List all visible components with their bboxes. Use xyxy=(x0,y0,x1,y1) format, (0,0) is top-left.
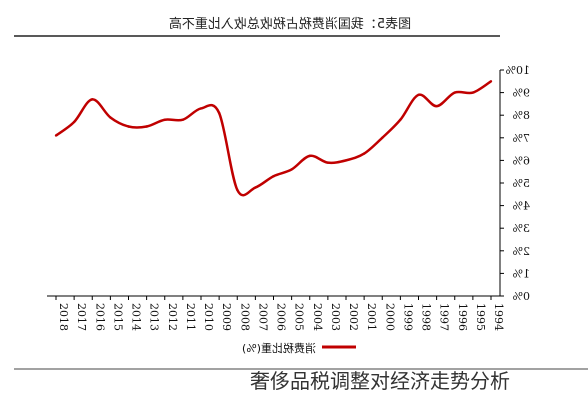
data-point xyxy=(163,118,166,121)
x-tick-label: 1996 xyxy=(456,303,469,331)
y-tick-label: 10% xyxy=(506,64,530,77)
x-tick-label: 2003 xyxy=(329,303,342,331)
x-tick-label: 2016 xyxy=(93,303,106,331)
x-tick-label: 2002 xyxy=(347,303,360,331)
y-tick-label: 8% xyxy=(513,109,530,122)
x-tick-label: 2013 xyxy=(148,303,161,331)
x-tick-label: 1999 xyxy=(401,303,414,331)
y-tick-label: 0% xyxy=(513,290,530,303)
data-point xyxy=(236,188,239,191)
x-tick-label: 2007 xyxy=(256,303,269,331)
chart-title-group: 图表5：我国消费税占税收总收入比重不高 xyxy=(169,16,411,32)
x-tick-label: 2005 xyxy=(293,303,306,331)
legend-label: 消费税比重(%) xyxy=(242,341,316,355)
x-tick-label: 2006 xyxy=(275,303,288,331)
y-tick-label: 9% xyxy=(513,87,530,100)
data-point xyxy=(272,175,275,178)
data-point xyxy=(127,125,130,128)
data-point xyxy=(181,118,185,121)
x-tick-label: 2015 xyxy=(111,303,124,331)
data-point xyxy=(471,91,475,94)
y-tick-label: 2% xyxy=(513,245,530,258)
x-tick-label: 1997 xyxy=(438,303,451,331)
y-tick-label: 1% xyxy=(513,267,530,280)
data-point xyxy=(381,136,384,139)
series-line xyxy=(55,80,492,197)
data-point xyxy=(489,80,493,83)
x-tick-label: 2011 xyxy=(184,303,197,331)
x-tick-label: 2000 xyxy=(383,303,396,331)
data-point xyxy=(91,98,94,101)
x-tick-label: 1995 xyxy=(474,303,487,331)
x-tick-label: 2001 xyxy=(365,303,378,331)
x-tick-label: 2004 xyxy=(311,303,324,331)
legend: 消费税比重(%) xyxy=(242,341,356,355)
data-point xyxy=(290,168,293,171)
data-point xyxy=(72,120,76,124)
x-tick-label: 2017 xyxy=(75,303,88,331)
data-point xyxy=(199,107,203,110)
y-tick-label: 6% xyxy=(513,154,530,167)
x-tick-label: 1994 xyxy=(492,303,505,331)
y-tick-label: 3% xyxy=(513,222,530,235)
chart-title: 图表5：我国消费税占税收总收入比重不高 xyxy=(169,16,411,32)
data-point xyxy=(109,116,112,119)
series-group xyxy=(54,80,493,197)
data-point xyxy=(435,104,438,108)
data-point xyxy=(417,93,420,97)
x-tick-label: 1998 xyxy=(420,303,433,331)
caption-text: 奢侈品税调整对经济走势分析 xyxy=(250,369,510,393)
data-point xyxy=(308,154,311,158)
x-tick-label: 2010 xyxy=(202,303,215,331)
y-tick-label: 4% xyxy=(513,200,530,213)
data-point xyxy=(54,134,58,137)
x-tick-label: 2014 xyxy=(130,303,143,331)
y-tick-label: 7% xyxy=(513,132,530,145)
x-tick-label: 2012 xyxy=(166,303,179,331)
data-point xyxy=(362,152,366,155)
data-point xyxy=(326,161,330,164)
data-point xyxy=(344,159,348,162)
y-tick-label: 5% xyxy=(513,177,530,190)
data-point xyxy=(217,111,221,115)
axes: 0% 1% 2% 3% 4% 5% 6% 7% 8% 9% 10% 1994 1995 1996 1997 1… xyxy=(47,64,530,331)
data-point xyxy=(453,91,456,94)
data-point xyxy=(399,118,402,121)
data-point xyxy=(254,186,257,189)
x-tick-label: 2018 xyxy=(57,303,70,331)
x-tick-label: 2009 xyxy=(220,303,233,331)
data-point xyxy=(145,125,148,128)
x-tick-label: 2008 xyxy=(238,303,251,331)
